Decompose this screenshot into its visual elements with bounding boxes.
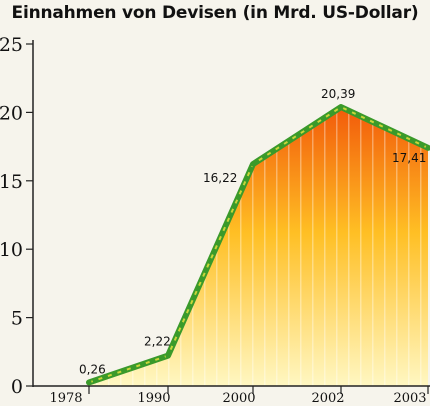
area-stripes bbox=[89, 107, 428, 387]
x-tick-label: 2003 bbox=[393, 391, 426, 406]
data-point bbox=[165, 353, 171, 359]
x-tick-label: 1978 bbox=[49, 391, 82, 406]
y-tick-label: 20 bbox=[0, 102, 23, 124]
data-point bbox=[86, 379, 92, 385]
data-label: 17,41 bbox=[392, 151, 426, 165]
data-label: 0,26 bbox=[79, 362, 106, 376]
data-point bbox=[425, 145, 430, 151]
y-tick-label: 0 bbox=[11, 376, 23, 398]
x-tick-label: 2002 bbox=[311, 391, 344, 406]
data-point bbox=[338, 104, 344, 110]
data-label: 2,22 bbox=[144, 335, 171, 349]
y-tick-label: 10 bbox=[0, 239, 23, 261]
data-label: 20,39 bbox=[321, 87, 355, 101]
y-tick-label: 25 bbox=[0, 34, 23, 56]
y-tick-label: 5 bbox=[11, 308, 23, 330]
data-label: 16,22 bbox=[203, 171, 237, 185]
x-tick-label: 2000 bbox=[222, 391, 255, 406]
data-point bbox=[250, 161, 256, 167]
chart-title: Einnahmen von Devisen (in Mrd. US-Dollar… bbox=[11, 3, 419, 23]
y-tick-label: 15 bbox=[0, 171, 23, 193]
x-tick-label: 1990 bbox=[137, 391, 170, 406]
